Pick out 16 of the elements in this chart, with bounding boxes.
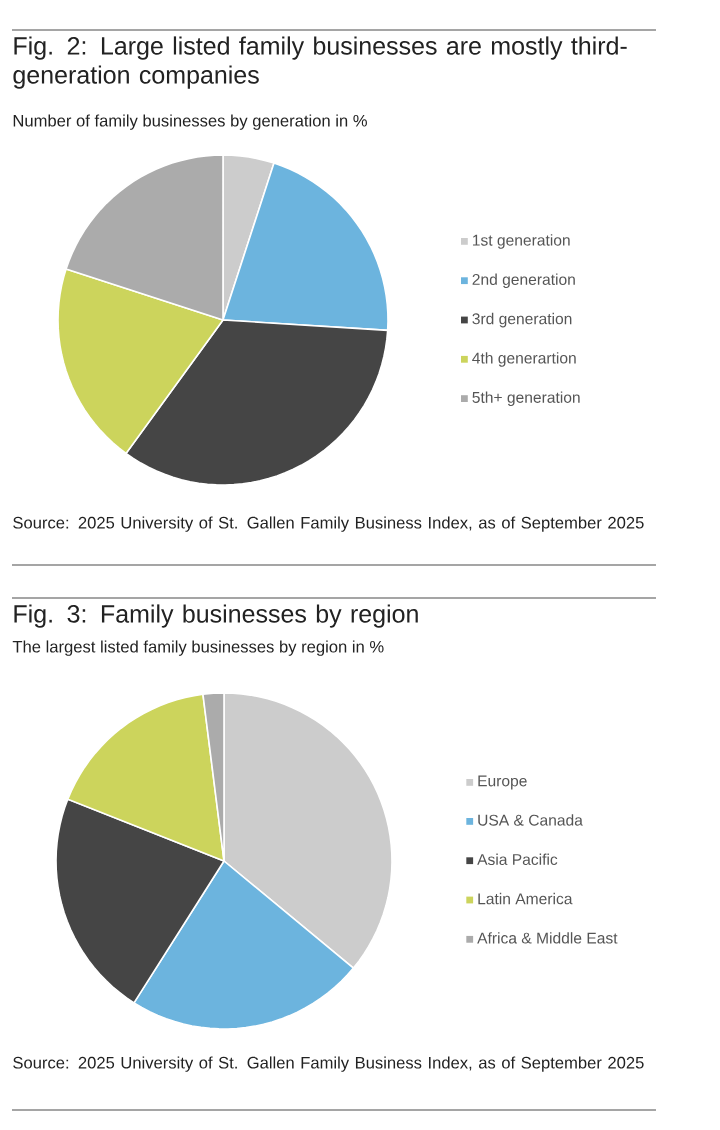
legend-label: 3rd generation	[472, 312, 572, 328]
chart-title: Fig. 3: Family businesses by region	[14, 604, 418, 628]
chart-subtitle: The largest listed family businesses by region in %	[12, 640, 384, 656]
legend-label: Europe	[478, 775, 527, 790]
chart-subtitle: Number of family businesses by generation in %	[13, 114, 367, 130]
legend-label: 2nd generation	[472, 273, 575, 289]
source-note: Source: 2025 University of St. Gallen Family Business Index, as of September 2025	[13, 1056, 644, 1072]
legend-label: Latin America	[478, 892, 573, 905]
legend-label: 5th+ generation	[472, 391, 580, 406]
legend-label: Africa & Middle East	[477, 932, 618, 944]
source-note: Source: 2025 University of St. Gallen Family Business Index, as of September 2025	[13, 516, 644, 532]
legend-label: 1st generation	[472, 234, 570, 249]
chart-title: Fig. 2: Large listed family businesses are mostly third-generation companies	[13, 36, 627, 89]
legend-label: USA & Canada	[478, 814, 583, 826]
legend-label: 4th generartion	[472, 352, 576, 367]
legend-label: Asia Pacific	[477, 853, 558, 866]
